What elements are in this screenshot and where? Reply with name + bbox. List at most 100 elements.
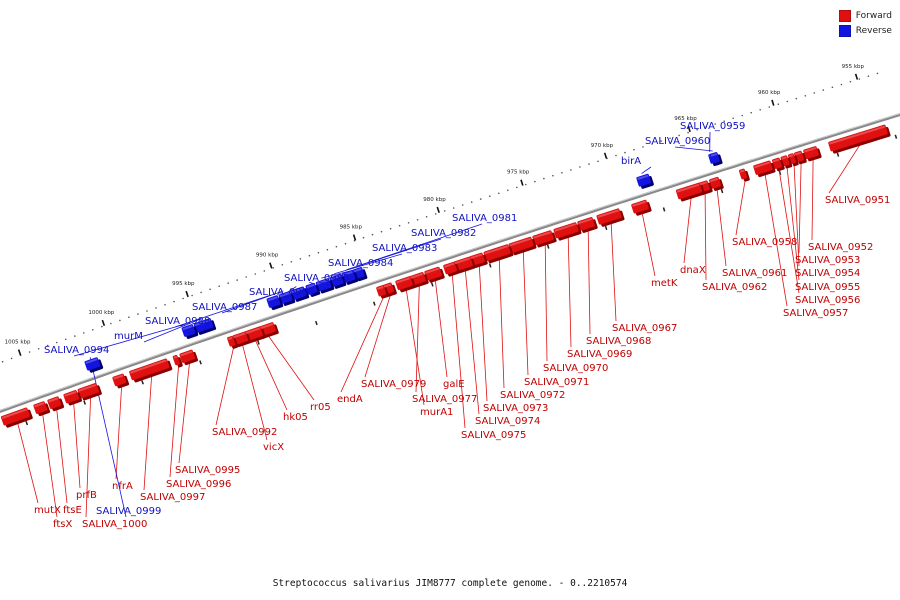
minor-tick xyxy=(546,244,550,249)
track-dot xyxy=(74,335,76,337)
gene-highlight xyxy=(396,277,411,284)
gene-saliva-1000[interactable] xyxy=(77,382,102,402)
leader-saliva-0997 xyxy=(143,376,152,491)
gene-label-saliva-0981: SALIVA_0981 xyxy=(452,213,517,224)
gene-highlight xyxy=(130,359,167,374)
gene-highlight xyxy=(279,292,290,298)
gene-bira[interactable] xyxy=(636,173,654,190)
leader-saliva-0970 xyxy=(544,244,548,362)
track-dot xyxy=(795,97,798,100)
minor-tick xyxy=(315,320,318,326)
gene-saliva-0971[interactable] xyxy=(508,236,537,256)
track-dot xyxy=(714,123,716,125)
leader-enda xyxy=(340,297,384,393)
gene-saliva-0956[interactable] xyxy=(772,157,785,172)
track-dot xyxy=(723,120,725,122)
gene-highlight xyxy=(804,146,817,153)
gene-murm[interactable] xyxy=(193,317,217,336)
track-dot xyxy=(534,180,536,183)
gene-prfb[interactable] xyxy=(63,389,83,407)
gene-saliva-0985[interactable] xyxy=(305,282,321,298)
gene-saliva-0992[interactable] xyxy=(227,335,239,350)
gene-label-saliva-0959: SALIVA_0959 xyxy=(680,121,745,132)
gene-label-ftsx: ftsX xyxy=(53,519,72,530)
gene-saliva-0951[interactable] xyxy=(828,124,891,155)
gene-body xyxy=(675,182,703,200)
gene-saliva-0967[interactable] xyxy=(596,207,625,227)
gene-mutx[interactable] xyxy=(0,406,34,428)
gene-body xyxy=(63,390,80,404)
gene-label-saliva-0985: SALIVA_0985 xyxy=(284,273,349,284)
track-dot xyxy=(92,329,94,331)
leader-saliva-0952 xyxy=(811,159,814,241)
scale-tick-label: 955 kbp xyxy=(842,64,865,70)
gene-body xyxy=(77,383,99,399)
gene-saliva-0987[interactable] xyxy=(278,290,296,307)
track-dot xyxy=(705,126,707,128)
gene-label-saliva-0953: SALIVA_0953 xyxy=(795,255,860,266)
track-dot xyxy=(732,117,734,120)
gene-saliva-0974[interactable] xyxy=(453,256,476,275)
gene-label-saliva-0962: SALIVA_0962 xyxy=(702,282,767,293)
track-dot xyxy=(110,322,112,325)
track-dot xyxy=(822,89,825,91)
gene-saliva-0997[interactable] xyxy=(129,357,173,383)
track-dot xyxy=(326,248,329,251)
gene-saliva-0968[interactable] xyxy=(577,216,598,234)
leader-saliva-0983 xyxy=(334,253,403,275)
gene-saliva-0986[interactable] xyxy=(290,285,310,302)
gene-enda[interactable] xyxy=(376,284,390,299)
gene-saliva-0975[interactable] xyxy=(443,261,460,278)
gene-saliva-0972[interactable] xyxy=(483,243,514,264)
gene-saliva-0988[interactable] xyxy=(266,294,284,311)
gene-saliva-0996[interactable] xyxy=(172,354,183,369)
gene-highlight xyxy=(85,358,98,364)
scale-tick xyxy=(101,319,106,327)
gene-saliva-0995[interactable] xyxy=(179,349,199,366)
gene-label-saliva-0967: SALIVA_0967 xyxy=(612,323,677,334)
leader-saliva-0956 xyxy=(778,169,800,294)
gene-saliva-0983[interactable] xyxy=(329,273,347,290)
track-dot xyxy=(407,222,410,224)
leader-saliva-0995 xyxy=(178,362,190,464)
legend-forward-swatch xyxy=(838,9,851,22)
track-dot xyxy=(452,207,455,209)
leader-saliva-0968 xyxy=(587,230,591,335)
gene-body xyxy=(290,286,307,300)
gene-highlight xyxy=(377,286,384,290)
gene-saliva-0960[interactable] xyxy=(709,151,723,166)
gene-saliva-0999[interactable] xyxy=(84,356,104,374)
gene-saliva-0958[interactable] xyxy=(739,168,751,183)
scale-tick xyxy=(17,349,22,356)
gene-label-murm: murM xyxy=(114,331,143,342)
gene-highlight xyxy=(353,267,362,273)
gene-saliva-0982[interactable] xyxy=(341,269,359,286)
gene-metk[interactable] xyxy=(631,199,652,217)
gene-body xyxy=(193,318,214,333)
gene-mura1[interactable] xyxy=(395,275,416,293)
gene-gale[interactable] xyxy=(424,266,445,284)
gene-body xyxy=(709,152,720,164)
track-dot xyxy=(443,210,446,212)
track-dot xyxy=(579,166,581,168)
gene-label-saliva-1000: SALIVA_1000 xyxy=(82,519,147,530)
gene-label-saliva-0973: SALIVA_0973 xyxy=(483,403,548,414)
gene-saliva-0957[interactable] xyxy=(753,160,776,178)
gene-ftse[interactable] xyxy=(47,395,65,412)
track-dot xyxy=(371,233,374,236)
gene-saliva-0952[interactable] xyxy=(803,145,822,162)
gene-saliva-0984[interactable] xyxy=(315,277,335,294)
gene-saliva-0961[interactable] xyxy=(709,176,724,192)
gene-highlight xyxy=(554,223,576,232)
gene-dnax[interactable] xyxy=(675,182,706,203)
gene-nfra[interactable] xyxy=(112,373,130,390)
gene-saliva-0994[interactable] xyxy=(181,323,199,340)
gene-highlight xyxy=(509,237,531,247)
gene-highlight xyxy=(788,154,794,158)
leader-saliva-0957 xyxy=(764,174,788,307)
track-dot xyxy=(46,344,49,347)
gene-saliva-0970[interactable] xyxy=(532,229,557,248)
gene-ftsx[interactable] xyxy=(33,400,51,417)
gene-label-prfb: prfB xyxy=(76,490,97,501)
gene-saliva-0969[interactable] xyxy=(553,221,582,241)
